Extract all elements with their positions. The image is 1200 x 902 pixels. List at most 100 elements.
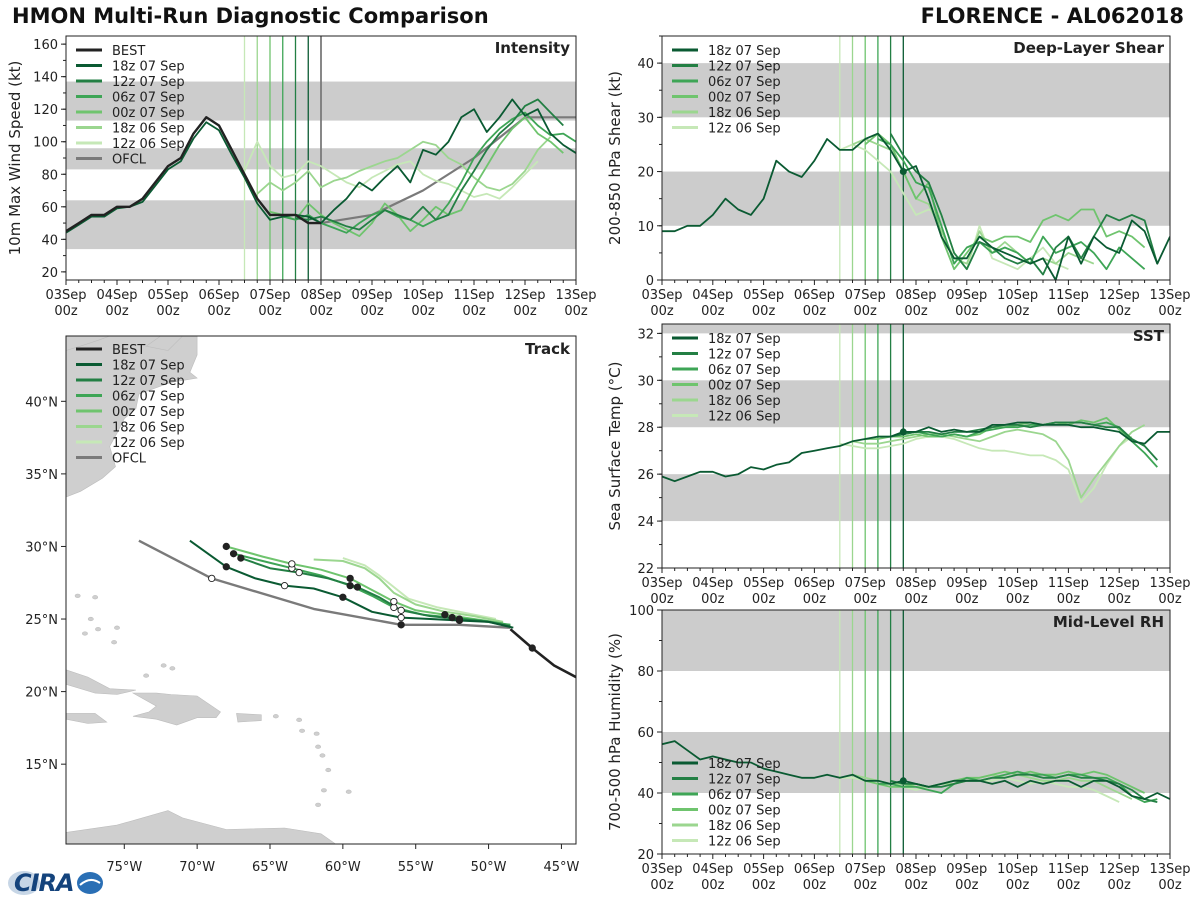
analysis-marker xyxy=(899,428,907,436)
y-tick-label: 22 xyxy=(637,562,654,577)
x-tick-label: 00z xyxy=(854,878,878,893)
panel-track: 75°W 70°W 65°W 60°W 55°W 50°W 45°W 15°N 20°N 25°N… xyxy=(25,335,580,875)
series-line xyxy=(662,421,1170,483)
x-tick-label: 12Sep xyxy=(1099,576,1140,591)
y-tick-label: 30 xyxy=(637,374,654,389)
track-marker xyxy=(288,560,296,568)
x-tick-label: 04Sep xyxy=(692,862,733,877)
legend-label: 12z 07 Sep xyxy=(708,60,781,75)
y-tick-label: 80 xyxy=(41,168,58,183)
x-tick-label: 00z xyxy=(54,304,78,319)
track-marker xyxy=(455,615,464,623)
x-tick-label: 08Sep xyxy=(895,862,936,877)
small-island xyxy=(299,728,305,733)
puerto-rico-land xyxy=(236,713,262,723)
analysis-marker xyxy=(899,777,907,785)
x-tick-label: 70°W xyxy=(179,860,215,875)
y-tick-label: 20 xyxy=(41,266,58,281)
series-group xyxy=(66,98,576,238)
small-island xyxy=(313,731,320,736)
y-axis-label: 10m Max Wind Speed (kt) xyxy=(6,61,24,256)
x-tick-label: 13Sep xyxy=(555,288,596,303)
x-tick-label: 00z xyxy=(1108,878,1132,893)
x-tick-label: 08Sep xyxy=(895,288,936,303)
shaded-band xyxy=(662,474,1170,522)
x-tick-label: 00z xyxy=(1057,304,1081,319)
legend-label: BEST xyxy=(112,343,145,358)
track-line xyxy=(509,628,576,679)
y-tick-label: 140 xyxy=(33,71,58,86)
series-line xyxy=(662,740,1170,800)
x-tick-label: 00z xyxy=(904,304,928,319)
track-marker xyxy=(339,593,347,601)
x-tick-label: 00z xyxy=(309,304,333,319)
series-group xyxy=(662,132,1170,280)
x-tick-label: 13Sep xyxy=(1149,288,1190,303)
panel-title: Deep-Layer Shear xyxy=(1013,39,1164,57)
shaded-band xyxy=(662,324,1170,334)
x-tick-label: 06Sep xyxy=(198,288,239,303)
x-tick-label: 00z xyxy=(955,878,979,893)
legend-label: 12z 07 Sep xyxy=(708,773,781,788)
series-line xyxy=(243,140,539,200)
series-line xyxy=(890,773,1158,803)
x-tick-label: 00z xyxy=(955,304,979,319)
legend-label: 12z 07 Sep xyxy=(708,348,781,363)
legend-label: OFCL xyxy=(112,452,147,467)
x-tick-label: 00z xyxy=(258,304,282,319)
x-tick-label: 00z xyxy=(105,304,129,319)
y-tick-label: 40°N xyxy=(25,395,58,410)
legend-label: 18z 07 Sep xyxy=(708,44,781,59)
panel-intensity: 2040608010012014016003Sep00z04Sep00z05Se… xyxy=(6,35,597,319)
small-island xyxy=(296,717,303,723)
x-tick-label: 05Sep xyxy=(743,576,784,591)
analysis-marker xyxy=(899,168,907,176)
x-tick-label: 00z xyxy=(803,878,827,893)
x-tick-label: 00z xyxy=(803,592,827,607)
series-line xyxy=(839,435,1133,504)
series-line xyxy=(269,116,564,238)
track-marker xyxy=(208,574,216,583)
y-tick-label: 20 xyxy=(637,848,654,863)
track-line xyxy=(313,558,504,623)
y-tick-label: 120 xyxy=(33,103,58,118)
coast-fragment xyxy=(145,336,184,351)
legend-label: 06z 07 Sep xyxy=(708,788,781,803)
shaded-band xyxy=(662,63,1170,118)
x-tick-label: 05Sep xyxy=(743,288,784,303)
x-tick-label: 00z xyxy=(564,304,588,319)
track-marker xyxy=(229,550,238,558)
series-group xyxy=(662,416,1170,504)
series-line xyxy=(662,132,1170,280)
series-line xyxy=(295,98,564,231)
shaded-band xyxy=(662,380,1170,428)
y-axis-label: 700-500 hPa Humidity (%) xyxy=(606,633,624,831)
x-tick-label: 45°W xyxy=(543,860,579,875)
small-island xyxy=(315,744,321,749)
legend-label: 18z 06 Sep xyxy=(112,122,185,137)
x-tick-label: 55°W xyxy=(398,860,434,875)
x-tick-label: 00z xyxy=(1057,592,1081,607)
legend-label: 00z 07 Sep xyxy=(708,379,781,394)
track-marker xyxy=(397,613,405,622)
small-island xyxy=(114,625,120,630)
x-tick-label: 07Sep xyxy=(845,288,886,303)
x-tick-label: 00z xyxy=(701,304,725,319)
legend-label: 00z 07 Sep xyxy=(112,405,185,420)
y-axis-label: Sea Surface Temp (°C) xyxy=(606,361,624,530)
track-group xyxy=(138,539,576,679)
series-line xyxy=(66,116,321,233)
x-tick-label: 00z xyxy=(1006,878,1030,893)
series-line xyxy=(877,138,1146,271)
track-marker xyxy=(397,621,405,629)
x-tick-label: 06Sep xyxy=(794,288,835,303)
x-tick-label: 00z xyxy=(156,304,180,319)
x-tick-label: 06Sep xyxy=(794,862,835,877)
legend-label: 00z 07 Sep xyxy=(112,106,185,121)
y-tick-label: 32 xyxy=(637,327,654,342)
y-tick-label: 15°N xyxy=(25,758,58,773)
panel-title: SST xyxy=(1133,327,1165,345)
x-tick-label: 00z xyxy=(904,592,928,607)
x-tick-label: 09Sep xyxy=(351,288,392,303)
plot-frame xyxy=(65,335,577,845)
